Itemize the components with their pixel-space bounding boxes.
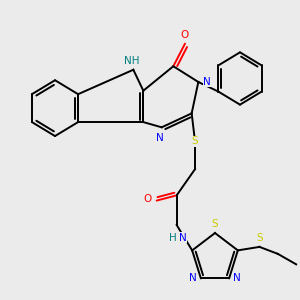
Text: N: N xyxy=(156,133,164,142)
Text: S: S xyxy=(256,233,263,243)
Text: O: O xyxy=(181,30,189,40)
Text: S: S xyxy=(212,219,218,229)
Text: O: O xyxy=(143,194,152,204)
Text: S: S xyxy=(192,136,198,146)
Text: NH: NH xyxy=(124,56,140,66)
Text: H: H xyxy=(169,233,177,243)
Text: N: N xyxy=(189,274,197,284)
Text: N: N xyxy=(233,274,241,284)
Text: N: N xyxy=(179,233,187,243)
Text: N: N xyxy=(203,77,211,87)
